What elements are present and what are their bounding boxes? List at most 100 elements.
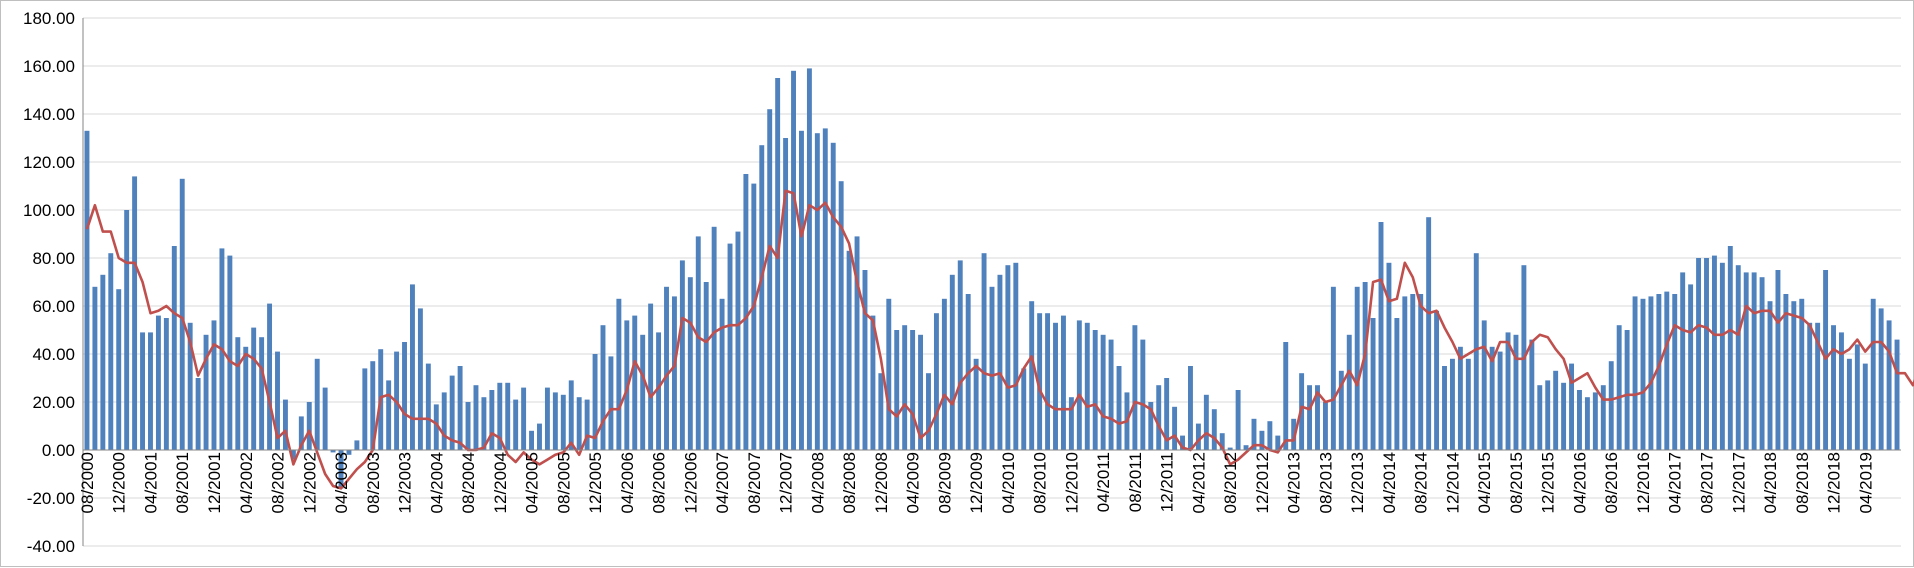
- x-tick-label: 08/2016: [1602, 452, 1621, 513]
- x-tick-label: 12/2018: [1825, 452, 1844, 513]
- bar: [608, 356, 614, 450]
- y-tick-label: 120.00: [23, 153, 75, 172]
- bar: [830, 142, 836, 451]
- bar: [1243, 445, 1249, 450]
- x-tick-label: 04/2018: [1761, 452, 1780, 513]
- bar: [489, 390, 495, 450]
- bar: [751, 183, 757, 450]
- x-tick-label: 08/2007: [745, 452, 764, 513]
- bar: [783, 138, 789, 450]
- bar: [989, 286, 995, 450]
- bar: [1489, 346, 1495, 450]
- bar: [695, 236, 701, 450]
- bar: [1378, 222, 1384, 450]
- x-tick-label: 12/2008: [872, 452, 891, 513]
- bar: [1505, 332, 1511, 450]
- bar: [806, 68, 812, 451]
- x-tick-label: 04/2019: [1856, 452, 1875, 513]
- y-tick-label: 60.00: [32, 297, 75, 316]
- bar: [1640, 298, 1646, 450]
- bar: [1791, 301, 1797, 450]
- bar: [592, 354, 598, 450]
- bar: [1322, 402, 1328, 450]
- x-tick-label: 12/2012: [1253, 452, 1272, 513]
- bar: [1664, 291, 1670, 450]
- bar: [306, 402, 312, 450]
- bar: [251, 327, 257, 450]
- bar: [330, 450, 336, 453]
- x-tick-label: 08/2000: [78, 452, 97, 513]
- bar: [1473, 253, 1479, 450]
- bar: [1426, 217, 1432, 450]
- bar: [1457, 346, 1463, 450]
- x-tick-label: 08/2013: [1316, 452, 1335, 513]
- bar: [449, 375, 455, 450]
- bar: [227, 255, 233, 450]
- bar: [544, 387, 550, 450]
- bar: [1878, 308, 1884, 450]
- bar: [1553, 370, 1559, 450]
- bar: [902, 325, 908, 450]
- bar: [600, 325, 606, 450]
- y-tick-labels: -40.00 -20.00 0.00 20.00 40.00 60.00 80.00 100.…: [23, 9, 75, 556]
- bar: [322, 387, 328, 450]
- x-tick-label: 08/2001: [173, 452, 192, 513]
- y-tick-label: 20.00: [32, 393, 75, 412]
- x-tick-label: 08/2012: [1221, 452, 1240, 513]
- bar: [275, 351, 280, 450]
- bar: [1402, 296, 1408, 450]
- x-tick-label: 04/2003: [332, 452, 351, 513]
- bar: [1259, 430, 1265, 450]
- bar: [1751, 272, 1757, 450]
- bar: [1418, 294, 1424, 450]
- bar: [457, 366, 463, 450]
- bar: [1203, 394, 1209, 450]
- bar: [163, 318, 169, 450]
- bar: [1727, 246, 1733, 450]
- bar: [417, 308, 423, 450]
- bar: [1370, 318, 1376, 450]
- x-tick-label: 12/2014: [1443, 452, 1462, 513]
- line-series: [85, 189, 1914, 490]
- x-tick-label: 04/2017: [1666, 452, 1685, 513]
- x-tick-label: 04/2006: [618, 452, 637, 513]
- bar: [1164, 378, 1170, 450]
- bar: [92, 286, 98, 450]
- x-tick-label: 04/2011: [1094, 452, 1113, 512]
- bar: [973, 358, 979, 450]
- bar: [370, 361, 376, 450]
- bar: [1608, 361, 1614, 450]
- bar: [282, 399, 288, 450]
- bar: [640, 334, 646, 450]
- bar: [862, 270, 868, 450]
- bar: [1037, 313, 1043, 450]
- bar: [529, 430, 534, 450]
- bar: [1862, 363, 1868, 450]
- x-tick-label: 04/2010: [999, 452, 1018, 513]
- bar: [735, 231, 741, 450]
- bar: [711, 226, 717, 450]
- axes: [82, 18, 1901, 546]
- bar: [1561, 382, 1567, 450]
- bar: [1854, 344, 1860, 450]
- bar: [981, 253, 987, 450]
- bar: [1577, 390, 1582, 450]
- x-tick-label: 12/2015: [1539, 452, 1558, 513]
- bar: [1053, 322, 1058, 450]
- bar: [1148, 402, 1154, 450]
- x-tick-label: 04/2009: [904, 452, 923, 513]
- x-tick-label: 04/2004: [427, 452, 446, 513]
- y-tick-label: -40.00: [27, 537, 75, 556]
- bar: [243, 346, 249, 450]
- bar: [1354, 286, 1360, 450]
- bar: [799, 130, 804, 451]
- x-tick-label: 08/2004: [459, 452, 478, 513]
- bar: [338, 450, 344, 489]
- bar: [1338, 370, 1344, 450]
- x-tick-label: 04/2013: [1285, 452, 1304, 513]
- bar: [1465, 358, 1471, 450]
- bar: [1839, 332, 1844, 450]
- bar: [1743, 272, 1749, 450]
- bar: [1481, 320, 1487, 450]
- bar: [259, 337, 265, 450]
